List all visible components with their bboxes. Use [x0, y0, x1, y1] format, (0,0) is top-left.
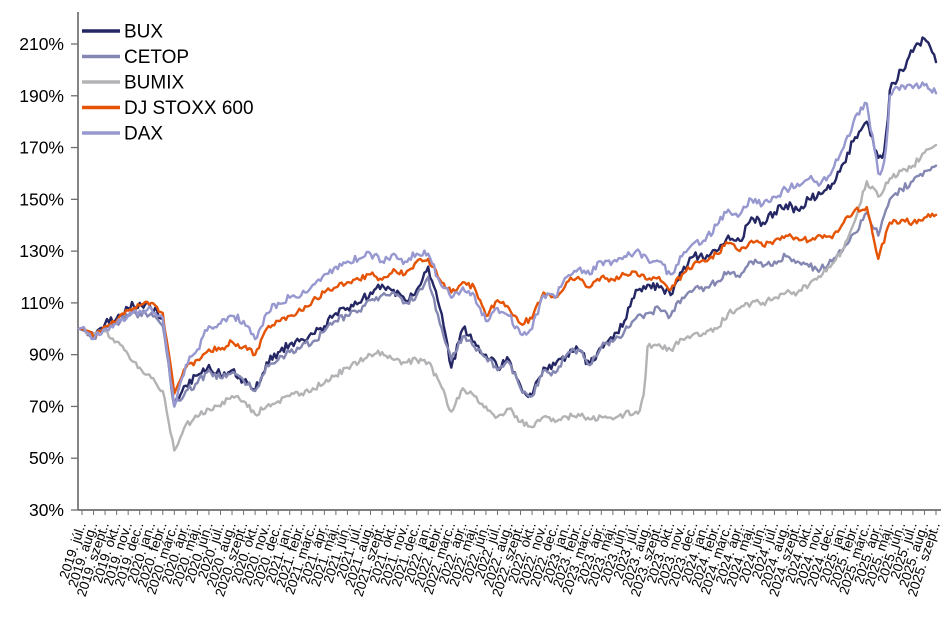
series-line-dj-stoxx-600 [77, 205, 938, 395]
legend-item-dj-stoxx-600: DJ STOXX 600 [82, 98, 254, 119]
y-axis-tick-label: 170% [19, 138, 64, 158]
y-axis-tick-label: 190% [19, 86, 64, 106]
y-axis-tick-label: 150% [19, 189, 64, 209]
y-axis-tick-label: 130% [19, 241, 64, 261]
series-line-dax [77, 81, 938, 408]
legend-label: DAX [124, 124, 163, 145]
legend-item-bux: BUX [82, 22, 163, 43]
legend-label: BUMIX [124, 73, 185, 94]
legend-item-bumix: BUMIX [82, 73, 185, 94]
series-line-bumix [77, 143, 938, 452]
legend-label: BUX [124, 22, 163, 43]
y-axis-tick-label: 110% [21, 293, 64, 313]
y-axis-tick-label: 30% [29, 500, 64, 520]
legend-label: DJ STOXX 600 [124, 98, 254, 119]
series-line-bux [77, 36, 938, 408]
y-axis-tick-label: 50% [29, 448, 64, 468]
series-line-cetop [77, 164, 938, 408]
legend-label: CETOP [124, 47, 189, 68]
y-axis-tick-label: 70% [29, 396, 64, 416]
legend-item-dax: DAX [82, 124, 163, 145]
y-axis-tick-label: 210% [19, 34, 64, 54]
legend: BUX CETOP BUMIX DJ STOXX 600 DAX [82, 22, 254, 145]
legend-item-cetop: CETOP [82, 47, 189, 68]
y-axis-tick-label: 90% [29, 345, 64, 365]
